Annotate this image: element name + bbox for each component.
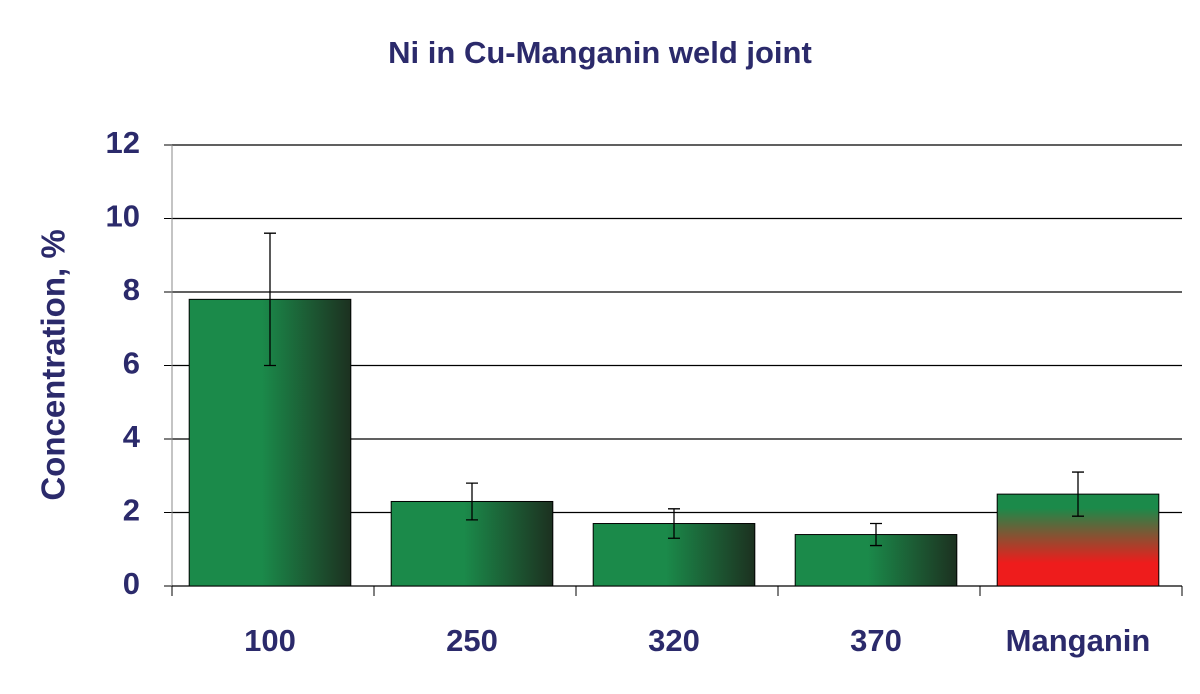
- y-tick-label: 0: [123, 566, 140, 601]
- y-tick-label: 2: [123, 493, 140, 528]
- error-bar: [668, 508, 680, 539]
- y-tick-label: 12: [106, 125, 140, 160]
- x-tick-label: 320: [648, 623, 700, 658]
- error-bar: [264, 232, 276, 367]
- bar: [188, 298, 352, 587]
- y-tick-label: 10: [106, 199, 140, 234]
- x-tick-label: 370: [850, 623, 902, 658]
- error-bar: [466, 482, 478, 521]
- y-tick-label: 4: [123, 419, 141, 454]
- error-bar: [870, 522, 882, 547]
- chart-title: Ni in Cu-Manganin weld joint: [388, 35, 812, 70]
- y-tick-label: 8: [123, 272, 140, 307]
- y-tick-label: 6: [123, 346, 140, 381]
- y-axis-label: Concentration, %: [35, 229, 72, 500]
- x-tick-label: Manganin: [1006, 623, 1151, 658]
- x-tick-label: 250: [446, 623, 498, 658]
- x-tick-label: 100: [244, 623, 296, 658]
- error-bar: [1072, 471, 1084, 517]
